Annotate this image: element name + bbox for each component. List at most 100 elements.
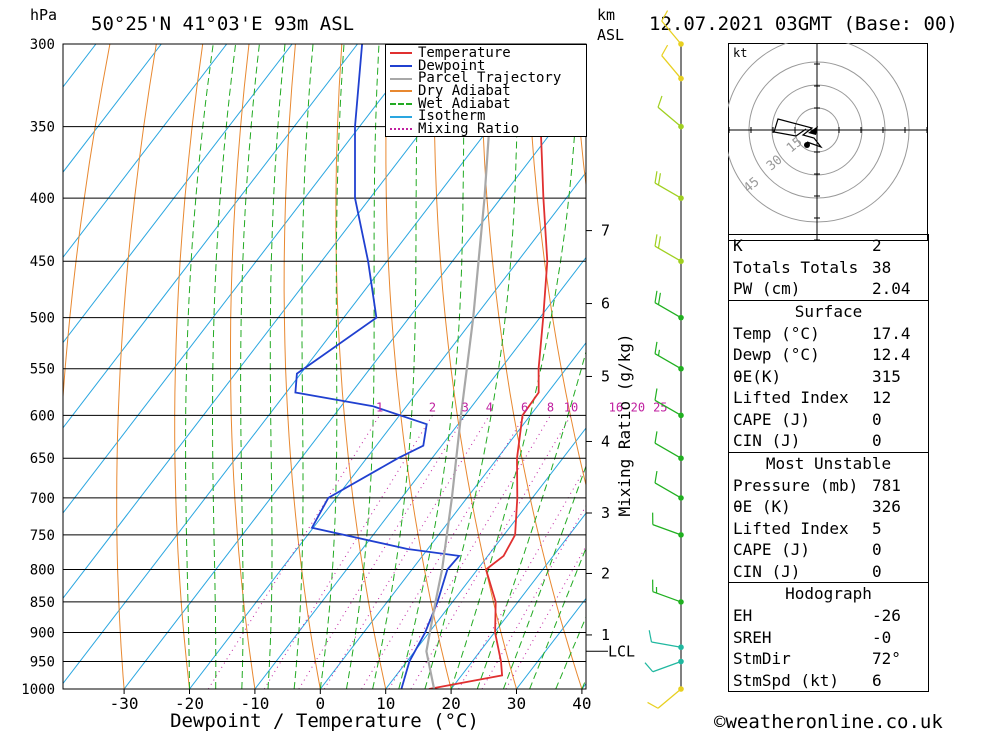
dry-adiabat-line: [230, 44, 256, 689]
wind-barb-feather: [644, 662, 654, 673]
hodograph-stat-row: StmDir 72°: [729, 648, 928, 670]
wind-barb-feather: [654, 431, 658, 444]
most-unstable-title: Most Unstable: [765, 453, 892, 473]
most-unstable-row: θE (K) 326: [729, 496, 928, 518]
mixing-ratio-value-label: 3: [462, 400, 469, 414]
copyright-link[interactable]: ©weatheronline.co.uk: [714, 711, 943, 733]
mixing-ratio-value-label: 4: [486, 400, 493, 414]
wind-level-dot: [678, 75, 684, 82]
dewpoint-line: [294, 44, 461, 689]
pressure-tick-label: 500: [30, 311, 55, 327]
most-unstable-label: CAPE (J): [733, 540, 811, 559]
wind-barb: [651, 641, 682, 648]
pressure-tick-label: 1000: [21, 682, 55, 698]
mixing-ratio-value-label: 6: [521, 400, 528, 414]
index-value: 38: [872, 257, 892, 277]
wind-barb: [652, 591, 682, 603]
wind-level-dot: [678, 644, 684, 651]
wet-adiabat-line: [424, 44, 519, 689]
hodograph-unit: kt: [733, 46, 747, 60]
hodograph-stat-label: SREH: [733, 627, 772, 647]
most-unstable-value: 326: [872, 497, 901, 516]
wind-barb: [657, 688, 682, 709]
wind-barb-feather: [654, 290, 658, 303]
surface-row: Temp (°C) 17.4: [729, 323, 928, 345]
isotherm-line: [385, 427, 586, 689]
wind-level-dot: [678, 412, 684, 419]
km-tick-label: 6: [601, 295, 610, 313]
index-label: PW (cm): [733, 279, 801, 298]
wind-barb: [661, 55, 682, 79]
pressure-tick-label: 600: [30, 408, 55, 424]
legend-label: Mixing Ratio: [418, 121, 520, 138]
wind-barb-feather: [654, 171, 658, 184]
hodograph-stats-title: Hodograph: [785, 584, 872, 603]
mixing-ratio-line: [298, 415, 466, 689]
asl-label: ASL: [597, 26, 625, 44]
station-location: 50°25'N 41°03'E 93m ASL: [91, 13, 355, 35]
mixing-ratio-value-label: 16: [609, 400, 623, 414]
wind-barb-feather: [648, 630, 653, 643]
plot-frame: [62, 43, 587, 690]
isotherm-line: [0, 44, 31, 689]
wind-barb: [652, 660, 682, 673]
wind-barb: [654, 245, 682, 262]
km-label: km: [597, 6, 616, 24]
legend-swatch: [390, 52, 412, 55]
surface-value: 315: [872, 366, 901, 386]
most-unstable-row: CAPE (J) 0: [729, 539, 928, 561]
surface-value: 0: [872, 409, 882, 429]
legend-swatch: [390, 103, 412, 106]
legend-swatch: [390, 115, 412, 118]
legend-label: Dry Adiabat: [418, 83, 511, 100]
forecast-datetime: 12.07.2021 03GMT (Base: 00): [649, 13, 958, 35]
wind-level-dot: [678, 599, 684, 605]
wind-barb: [657, 106, 682, 128]
surface-row: CAPE (J) 0: [729, 409, 928, 431]
wind-barb: [654, 353, 682, 370]
surface-value: 0: [872, 431, 882, 450]
wind-barb: [654, 442, 682, 459]
index-value: 2: [872, 236, 882, 255]
legend-item-mixing-ratio: Mixing Ratio: [386, 121, 586, 138]
pressure-tick-label: 650: [30, 451, 55, 467]
most-unstable-row: Pressure (mb) 781: [729, 475, 928, 497]
wind-barb: [654, 482, 682, 499]
mixing-ratio-value-label: 8: [547, 400, 554, 414]
hodograph-stat-row: SREH -0: [729, 627, 928, 649]
wind-barb: [654, 399, 682, 416]
index-value: 2.04: [872, 279, 911, 298]
surface-row: Dewp (°C) 12.4: [729, 344, 928, 366]
hodograph-stat-row: EH -26: [729, 605, 928, 627]
wind-level-dot: [678, 195, 684, 201]
pressure-tick-label: 550: [30, 362, 55, 378]
wind-barb-feather: [657, 173, 662, 186]
surface-label: CAPE (J): [733, 409, 811, 429]
temp-tick-label: -30: [110, 694, 139, 713]
temp-tick-label: -10: [240, 694, 269, 713]
wind-barb-feather: [657, 236, 662, 249]
legend-label: Dewpoint: [418, 57, 486, 74]
surface-title: Surface: [794, 301, 863, 321]
isotherm-line: [319, 341, 586, 689]
isotherm-line: [450, 512, 586, 689]
surface-value: 17.4: [872, 323, 911, 343]
wind-level-dot: [678, 258, 684, 265]
surface-label: Temp (°C): [733, 323, 820, 343]
hodograph-stat-value: -26: [872, 606, 901, 625]
wind-level-dot: [678, 41, 684, 47]
mixing-ratio-line: [458, 465, 586, 689]
most-unstable-value: 0: [872, 540, 882, 559]
km-tick-label: 4: [601, 432, 610, 450]
mixing-ratio-line: [361, 415, 526, 689]
legend-item-isotherm: Isotherm: [386, 110, 586, 123]
most-unstable-row: Lifted Index 5: [729, 518, 928, 540]
wind-level-dot: [678, 455, 684, 462]
wet-adiabat-line: [529, 546, 586, 689]
wind-barb-feather: [654, 234, 658, 247]
legend-swatch: [390, 90, 412, 93]
mixing-ratio-value-label: 2: [429, 400, 436, 414]
pressure-tick-label: 350: [30, 120, 55, 136]
isotherm-line: [63, 44, 228, 259]
pressure-tick-label: 300: [30, 37, 55, 53]
